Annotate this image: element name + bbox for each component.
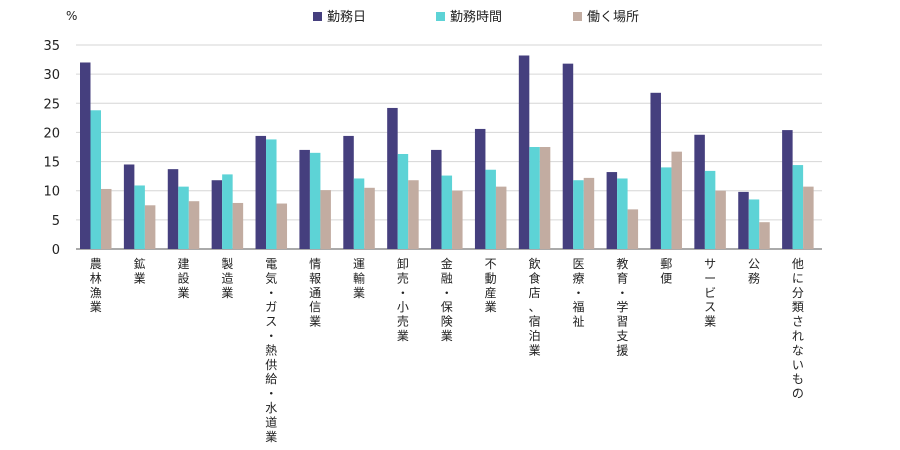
bar-1-16: [738, 191, 749, 249]
bar-3-13: [627, 209, 639, 249]
bar-2-3: [178, 186, 189, 249]
bar-3-17: [803, 186, 814, 249]
legend-label: 勤務日: [327, 10, 366, 25]
bar-1-7: [343, 135, 354, 249]
bar-3-8: [408, 180, 419, 249]
bar-3-7: [364, 187, 375, 249]
bar-2-17: [792, 165, 804, 249]
bar-2-8: [397, 153, 409, 249]
bar-1-15: [694, 134, 705, 249]
bar-2-1: [90, 110, 101, 249]
bar-1-2: [123, 164, 135, 249]
bar-1-1: [80, 62, 91, 249]
x-axis-labels: 農林漁業 鉱業 建設業 製造業 電気・ガス・熱供給・水道業 情報通信業 運輸業 卸売・小売業 金…: [90, 256, 804, 444]
bar-2-4: [222, 174, 233, 249]
x-tick-label: 教育・学習支援: [616, 256, 628, 357]
bar-2-10: [485, 169, 496, 249]
bar-2-6: [309, 152, 321, 249]
legend: 勤務日 勤務時間 働く場所: [313, 10, 639, 25]
y-tick-label: 35: [43, 39, 60, 54]
x-tick-label: 医療・福祉: [572, 257, 584, 329]
bar-2-11: [529, 147, 540, 249]
y-tick-label: 15: [43, 156, 60, 171]
bar-3-15: [715, 190, 726, 249]
x-tick-label: 製造業: [221, 257, 233, 300]
bar-3-14: [671, 151, 682, 249]
bars: [80, 55, 814, 250]
bar-2-2: [134, 185, 145, 249]
bar-2-9: [441, 175, 453, 249]
y-tick-label: 30: [43, 68, 60, 83]
bar-2-15: [704, 170, 716, 249]
bar-3-6: [320, 190, 331, 249]
bar-1-6: [299, 149, 310, 249]
bar-1-8: [387, 107, 398, 249]
x-tick-label: 他に分類されないもの: [792, 257, 804, 401]
legend-swatch: [313, 12, 322, 21]
bar-3-16: [759, 222, 770, 249]
x-tick-label: 飲食店、宿泊業: [529, 256, 541, 357]
bar-2-7: [353, 178, 365, 249]
y-tick-label: 5: [52, 214, 60, 229]
bar-1-14: [650, 92, 661, 250]
bar-1-17: [782, 130, 793, 249]
bar-1-3: [167, 169, 179, 249]
y-tick-label: 25: [43, 97, 60, 112]
bar-2-16: [748, 199, 760, 249]
bar-3-3: [188, 201, 200, 249]
bar-3-4: [232, 202, 244, 249]
legend-label: 勤務時間: [450, 10, 502, 25]
bar-3-2: [144, 205, 156, 249]
bar-2-12: [573, 180, 584, 249]
bar-1-9: [431, 149, 442, 249]
y-axis-unit: %: [66, 9, 77, 23]
x-tick-label: 公務: [748, 257, 760, 285]
x-tick-label: 金融・保険業: [441, 256, 453, 343]
x-tick-label: 卸売・小売業: [397, 256, 409, 343]
y-tick-label: 0: [52, 243, 60, 258]
x-tick-label: 農林漁業: [90, 257, 102, 314]
x-tick-label: 不動産業: [485, 257, 497, 314]
x-tick-label: 郵便: [660, 257, 672, 285]
bar-1-4: [211, 180, 223, 249]
bar-3-11: [539, 147, 551, 249]
legend-swatch: [573, 12, 582, 21]
x-tick-label: 鉱業: [134, 256, 146, 285]
bar-3-9: [452, 190, 463, 249]
y-tick-label: 10: [43, 185, 60, 200]
x-tick-label: 電気・ガス・熱供給・水道業: [265, 257, 277, 444]
bar-1-5: [255, 135, 267, 249]
x-tick-label: 運輸業: [353, 257, 365, 300]
legend-label: 働く場所: [587, 10, 639, 25]
x-tick-label: 建設業: [178, 257, 190, 300]
bar-3-10: [495, 186, 507, 249]
y-axis-ticks: 0 5 10 15 20 25 30 35: [43, 39, 60, 258]
bar-1-11: [518, 55, 530, 250]
bar-2-5: [266, 139, 277, 249]
y-tick-label: 20: [43, 126, 60, 141]
x-tick-label: 情報通信業: [309, 257, 321, 329]
bar-3-12: [583, 177, 595, 249]
bar-3-5: [276, 203, 288, 249]
bar-3-1: [101, 188, 112, 249]
x-tick-label: サービス業: [704, 257, 716, 329]
bar-1-13: [606, 172, 618, 249]
bar-2-14: [660, 167, 672, 249]
bar-1-10: [474, 128, 486, 249]
bar-1-12: [562, 63, 574, 249]
bar-2-13: [617, 178, 628, 249]
legend-swatch: [436, 12, 445, 21]
